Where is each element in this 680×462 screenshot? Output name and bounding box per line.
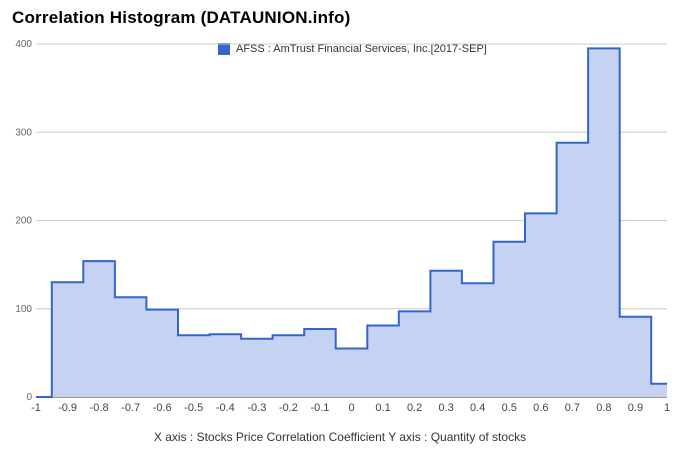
x-tick-label: -0.2 [279,402,298,414]
legend[interactable]: AFSS : AmTrust Financial Services, Inc.[… [218,43,487,55]
histogram-bin [273,335,305,397]
x-tick-label: 0.5 [502,402,517,414]
x-tick-label: 0.7 [565,402,580,414]
x-tick-label: -1 [31,402,41,414]
x-tick-label: 0.9 [628,402,643,414]
histogram-bin [525,213,557,397]
y-tick-label: 0 [26,392,32,403]
histogram-bin [367,326,399,397]
x-tick-label: 0.3 [439,402,454,414]
histogram-bin [620,317,652,397]
histogram-bin [115,297,147,397]
histogram-bin [52,282,84,397]
x-tick-label: 0 [348,402,354,414]
area-fill [36,48,667,398]
histogram-bin [210,334,242,397]
histogram-bin [399,311,431,397]
histogram-bin [83,261,115,397]
chart-title: Correlation Histogram (DATAUNION.info) [12,8,351,27]
x-tick-label: 0.6 [533,402,548,414]
histogram-bin [557,143,589,397]
y-tick-labels: 0 100 200 300 400 [15,39,32,403]
x-tick-labels: -1 -0.9 -0.8 -0.7 -0.6 -0.5 -0.4 -0.3 -0.2 -0.1 0 0… [31,402,670,414]
axis-caption: X axis : Stocks Price Correlation Coeffi… [153,430,527,444]
x-tick-label: -0.6 [153,402,172,414]
x-tick-label: -0.8 [90,402,109,414]
histogram-bin [304,329,336,397]
histogram-bin [430,271,462,397]
x-tick-label: 0.1 [375,402,390,414]
x-tick-label: 0.2 [407,402,422,414]
series-line [36,47,667,398]
x-tick-label: -0.9 [58,402,77,414]
histogram-bin [178,335,210,397]
x-tick-label: 1 [664,402,670,414]
histogram-bin [241,339,273,397]
y-tick-label: 100 [15,304,32,315]
histogram-bin [588,48,620,397]
x-tick-label: 0.8 [596,402,611,414]
y-tick-label: 200 [15,216,32,227]
x-tick-label: -0.5 [184,402,203,414]
series-area [36,47,667,398]
y-tick-label: 300 [15,127,32,138]
y-tick-label: 400 [15,39,32,50]
histogram-bin [462,283,494,397]
histogram-bin [651,384,667,397]
histogram-bin [336,348,368,397]
x-tick-label: -0.4 [216,402,235,414]
x-tick-label: -0.7 [121,402,140,414]
x-tick-label: -0.3 [247,402,266,414]
x-tick-label: -0.1 [310,402,329,414]
x-tick-label: 0.4 [470,402,485,414]
histogram-bin [493,242,525,397]
legend-swatch [218,43,230,55]
legend-label: AFSS : AmTrust Financial Services, Inc.[… [236,43,487,55]
histogram-bin [146,310,178,397]
